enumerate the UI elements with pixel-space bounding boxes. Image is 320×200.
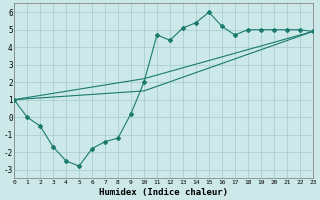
X-axis label: Humidex (Indice chaleur): Humidex (Indice chaleur) [99,188,228,197]
